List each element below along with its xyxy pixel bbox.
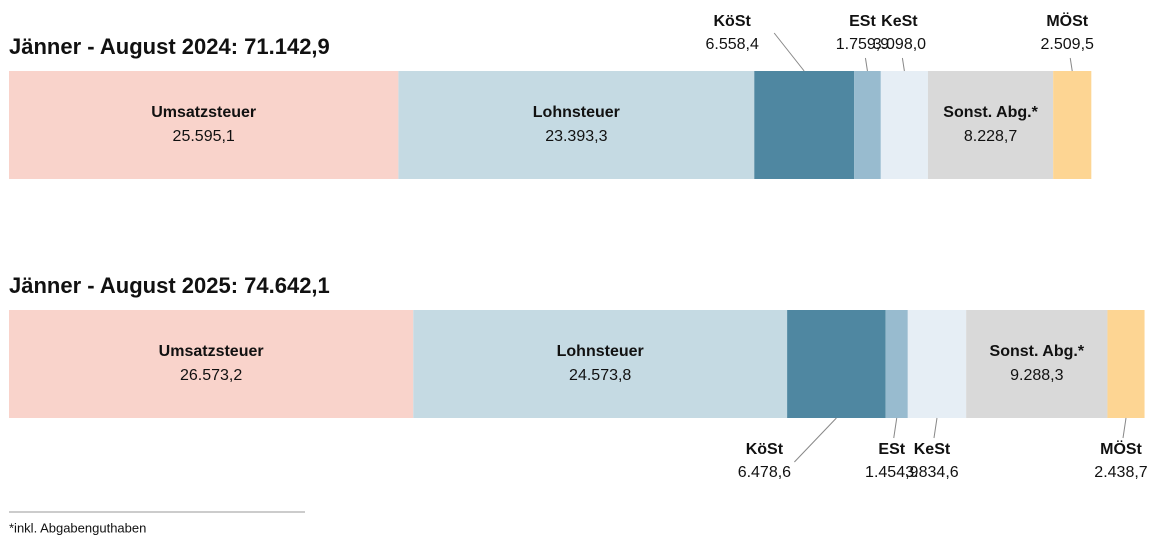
segment-name: KöSt	[746, 441, 784, 458]
bar-segment	[754, 71, 855, 179]
segment-name: KöSt	[714, 13, 752, 30]
leader-line	[893, 417, 898, 439]
bar-segment	[885, 310, 908, 418]
value-label: 9.288,3	[1010, 367, 1063, 384]
segment-name: Sonst. Abg.*	[943, 104, 1038, 121]
segment-name: Lohnsteuer	[557, 343, 644, 360]
value-label: 3.834,6	[905, 464, 958, 481]
value-label: 1.759,9	[836, 36, 889, 53]
footnote: *inkl. Abgabenguthaben	[9, 520, 146, 535]
chart-title: Jänner - August 2024: 71.142,9	[9, 34, 330, 59]
leader-line	[864, 57, 868, 72]
bar-segment	[9, 71, 399, 179]
bar-segment	[880, 71, 928, 179]
bar-segment	[787, 310, 886, 418]
segment-name: ESt	[849, 13, 876, 30]
segment-name: Umsatzsteuer	[159, 343, 264, 360]
leader-line	[773, 32, 805, 72]
bar-segment	[9, 310, 414, 418]
bar-segment	[1107, 310, 1145, 418]
value-label: 1.454,9	[865, 464, 918, 481]
bar-segment	[398, 71, 755, 179]
value-label: 25.595,1	[173, 128, 235, 145]
bar-segment	[907, 310, 967, 418]
segment-name: MÖSt	[1046, 11, 1088, 30]
value-label: 24.573,8	[569, 367, 631, 384]
leader-line	[901, 57, 905, 72]
value-label: 23.393,3	[545, 128, 607, 145]
leader-line	[794, 417, 837, 463]
value-label: 6.478,6	[738, 464, 791, 481]
value-label: 2.438,7	[1094, 464, 1147, 481]
value-label: 3.098,0	[873, 36, 926, 53]
segment-name: MÖSt	[1100, 439, 1142, 458]
value-label: 8.228,7	[964, 128, 1017, 145]
segment-name: KeSt	[881, 13, 918, 30]
value-label: 26.573,2	[180, 367, 242, 384]
value-label: 2.509,5	[1041, 36, 1094, 53]
value-label: 6.558,4	[705, 36, 758, 53]
chart-title: Jänner - August 2025: 74.642,1	[9, 273, 330, 298]
bar-segment	[966, 310, 1108, 418]
bar-segment	[1053, 71, 1092, 179]
leader-line	[1122, 417, 1127, 439]
segment-name: ESt	[878, 441, 905, 458]
segment-name: Lohnsteuer	[533, 104, 620, 121]
bar-segment	[413, 310, 788, 418]
leader-line	[933, 417, 938, 439]
leader-line	[1069, 57, 1073, 72]
bar-segment	[854, 71, 881, 179]
segment-name: Sonst. Abg.*	[990, 343, 1085, 360]
segment-name: KeSt	[914, 441, 951, 458]
bar-segment	[927, 71, 1054, 179]
segment-name: Umsatzsteuer	[151, 104, 256, 121]
